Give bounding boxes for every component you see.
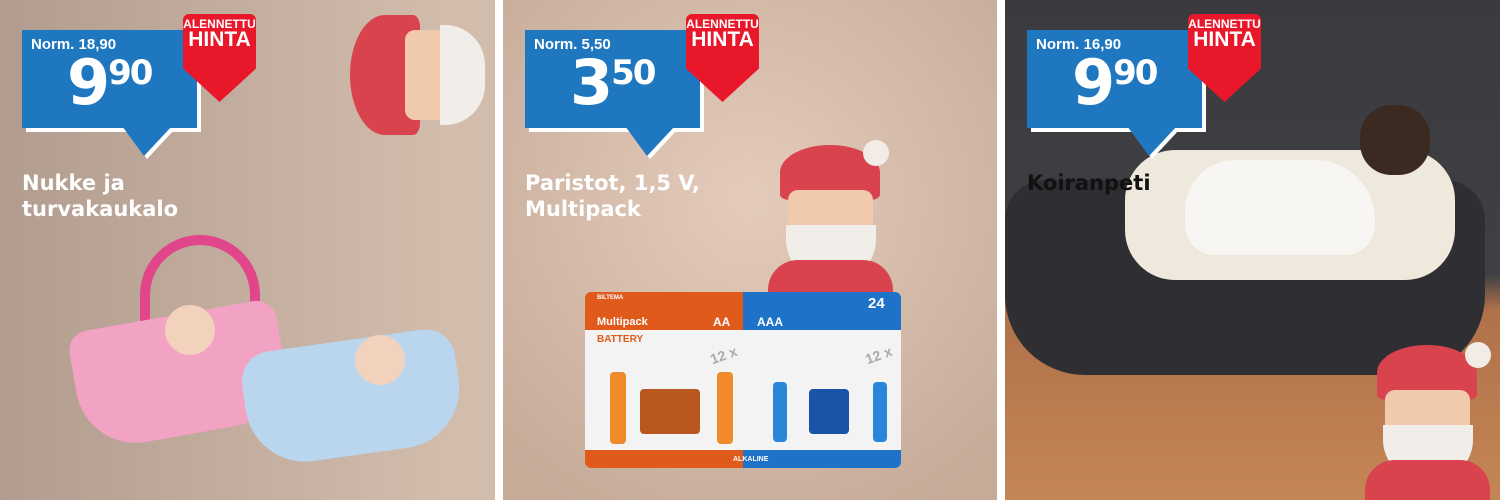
normal-price: Norm. 5,50 bbox=[534, 36, 611, 53]
product-image-doll-carrier-pink bbox=[66, 235, 294, 453]
product-title: Nukke ja turvakaukalo bbox=[22, 171, 179, 221]
santa-illustration bbox=[768, 140, 893, 300]
sale-price: 990 bbox=[67, 46, 153, 119]
offer-dog-bed[interactable]: Norm. 16,90 990 ALENNETTU HINTA Koiranpet… bbox=[1005, 0, 1500, 500]
offer-batteries[interactable]: Norm. 5,50 350 ALENNETTU HINTA Paristot, … bbox=[503, 0, 997, 500]
product-title: Koiranpeti bbox=[1027, 171, 1151, 195]
offer-doll[interactable]: Norm. 18,90 990 ALENNETTU HINTA Nukke ja t… bbox=[0, 0, 495, 500]
price-box: Norm. 16,90 990 bbox=[1027, 30, 1202, 156]
product-image-dog-bed bbox=[1005, 105, 1500, 380]
santa-illustration bbox=[350, 0, 485, 155]
product-image-battery-pack: BILTEMA Multipack AA AAA 24 BATTERY 12 x… bbox=[585, 292, 901, 468]
product-image-doll-carrier-blue bbox=[238, 325, 467, 470]
normal-price: Norm. 18,90 bbox=[31, 36, 117, 53]
sale-price: 990 bbox=[1072, 46, 1158, 119]
price-box: Norm. 5,50 350 bbox=[525, 30, 700, 156]
price-box: Norm. 18,90 990 bbox=[22, 30, 197, 156]
product-title: Paristot, 1,5 V, Multipack bbox=[525, 171, 700, 221]
normal-price: Norm. 16,90 bbox=[1036, 36, 1122, 53]
santa-illustration bbox=[1365, 340, 1491, 500]
dog bbox=[1185, 160, 1375, 255]
sale-price: 350 bbox=[570, 46, 656, 119]
